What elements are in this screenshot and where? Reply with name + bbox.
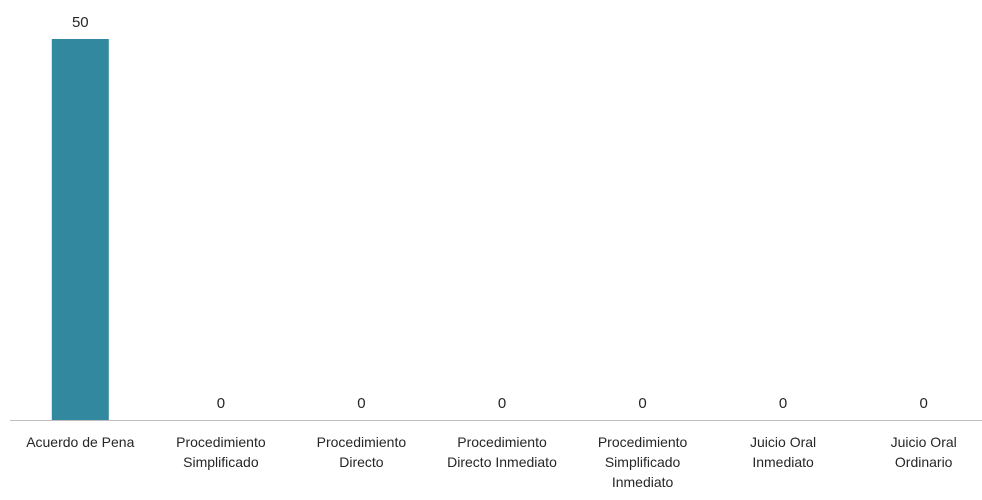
category-label: Procedimiento Simplificado Inmediato	[598, 434, 688, 490]
category-label-line: Directo	[339, 454, 384, 470]
category-label-line: Procedimiento	[457, 434, 547, 450]
category-label: Procedimiento Directo Inmediato	[447, 434, 557, 470]
category-label: Juicio Oral Ordinario	[891, 434, 957, 470]
category-label-line: Procedimiento	[317, 434, 407, 450]
category-label-line: Procedimiento	[176, 434, 266, 450]
data-label: 0	[217, 395, 225, 412]
data-label: 0	[498, 395, 506, 412]
category-label-line: Ordinario	[895, 454, 953, 470]
category-label: Juicio Oral Inmediato	[750, 434, 816, 470]
category-label: Acuerdo de Pena	[26, 434, 134, 450]
category-label-line: Inmediato	[752, 454, 814, 470]
category-label-line: Acuerdo de Pena	[26, 434, 134, 450]
category-label-line: Procedimiento	[598, 434, 688, 450]
category-label: Procedimiento Simplificado	[176, 434, 266, 470]
data-label: 50	[72, 14, 89, 31]
data-label: 0	[638, 395, 646, 412]
category-label-line: Juicio Oral	[750, 434, 816, 450]
category-labels: Acuerdo de Pena Procedimiento Simplificado…	[26, 434, 957, 490]
data-label: 0	[779, 395, 787, 412]
data-labels: 50 0 0 0 0 0 0	[72, 14, 928, 412]
category-label-line: Inmediato	[612, 474, 674, 490]
data-label: 0	[920, 395, 928, 412]
category-label: Procedimiento Directo	[317, 434, 407, 470]
bars	[51, 39, 109, 420]
category-label-line: Simplificado	[605, 454, 681, 470]
data-label: 0	[357, 395, 365, 412]
bar	[51, 39, 109, 420]
category-label-line: Simplificado	[183, 454, 259, 470]
category-label-line: Juicio Oral	[891, 434, 957, 450]
category-label-line: Directo Inmediato	[447, 454, 557, 470]
